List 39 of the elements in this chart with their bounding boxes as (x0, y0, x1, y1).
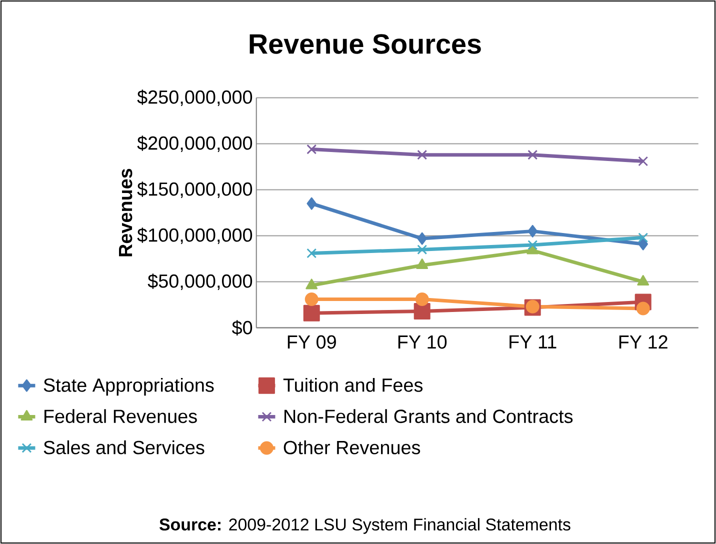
x-tick-label: FY 11 (510, 335, 556, 348)
point (528, 240, 538, 250)
point (417, 150, 428, 160)
point (528, 150, 538, 160)
y-tick-label: $250,000,000 (137, 90, 252, 106)
x-tick-label: FY 10 (398, 335, 447, 349)
y-tick-label: $150,000,000 (137, 182, 252, 198)
point (306, 144, 317, 154)
point (638, 232, 648, 243)
point (636, 302, 650, 316)
legend-label: State Appropriations (44, 378, 214, 396)
chart-title: Revenue Sources (250, 34, 481, 54)
legend-label: Tuition and Fees (283, 378, 423, 392)
point (306, 197, 316, 210)
y-tick-label: $200,000,000 (137, 136, 252, 152)
point (306, 278, 318, 290)
point (528, 224, 538, 238)
legend-label: Other Revenues (284, 440, 420, 454)
y-tick-label: $100,000,000 (137, 228, 252, 244)
y-tick-label: $0 (232, 320, 252, 336)
text: Source: 2009-2012 LSU System Financial Statements (159, 518, 570, 534)
point (414, 302, 430, 320)
point (417, 244, 428, 255)
legend-label: Non-Federal Grants and Contracts (284, 409, 573, 424)
point (306, 248, 317, 258)
point (637, 275, 650, 286)
y-tick-label: $50,000,000 (148, 274, 252, 290)
x-tick-label: FY 09 (288, 335, 336, 349)
point (638, 156, 648, 166)
point (415, 292, 429, 306)
point (638, 238, 648, 250)
y-axis-title: Revenues (119, 168, 132, 256)
point (303, 304, 320, 322)
x-tick-label: FY 12 (619, 335, 668, 349)
point (526, 244, 539, 254)
legend-label: Sales and Services (44, 440, 204, 454)
legend-label: Federal Revenues (44, 409, 197, 424)
point (417, 232, 427, 245)
point (304, 292, 318, 306)
